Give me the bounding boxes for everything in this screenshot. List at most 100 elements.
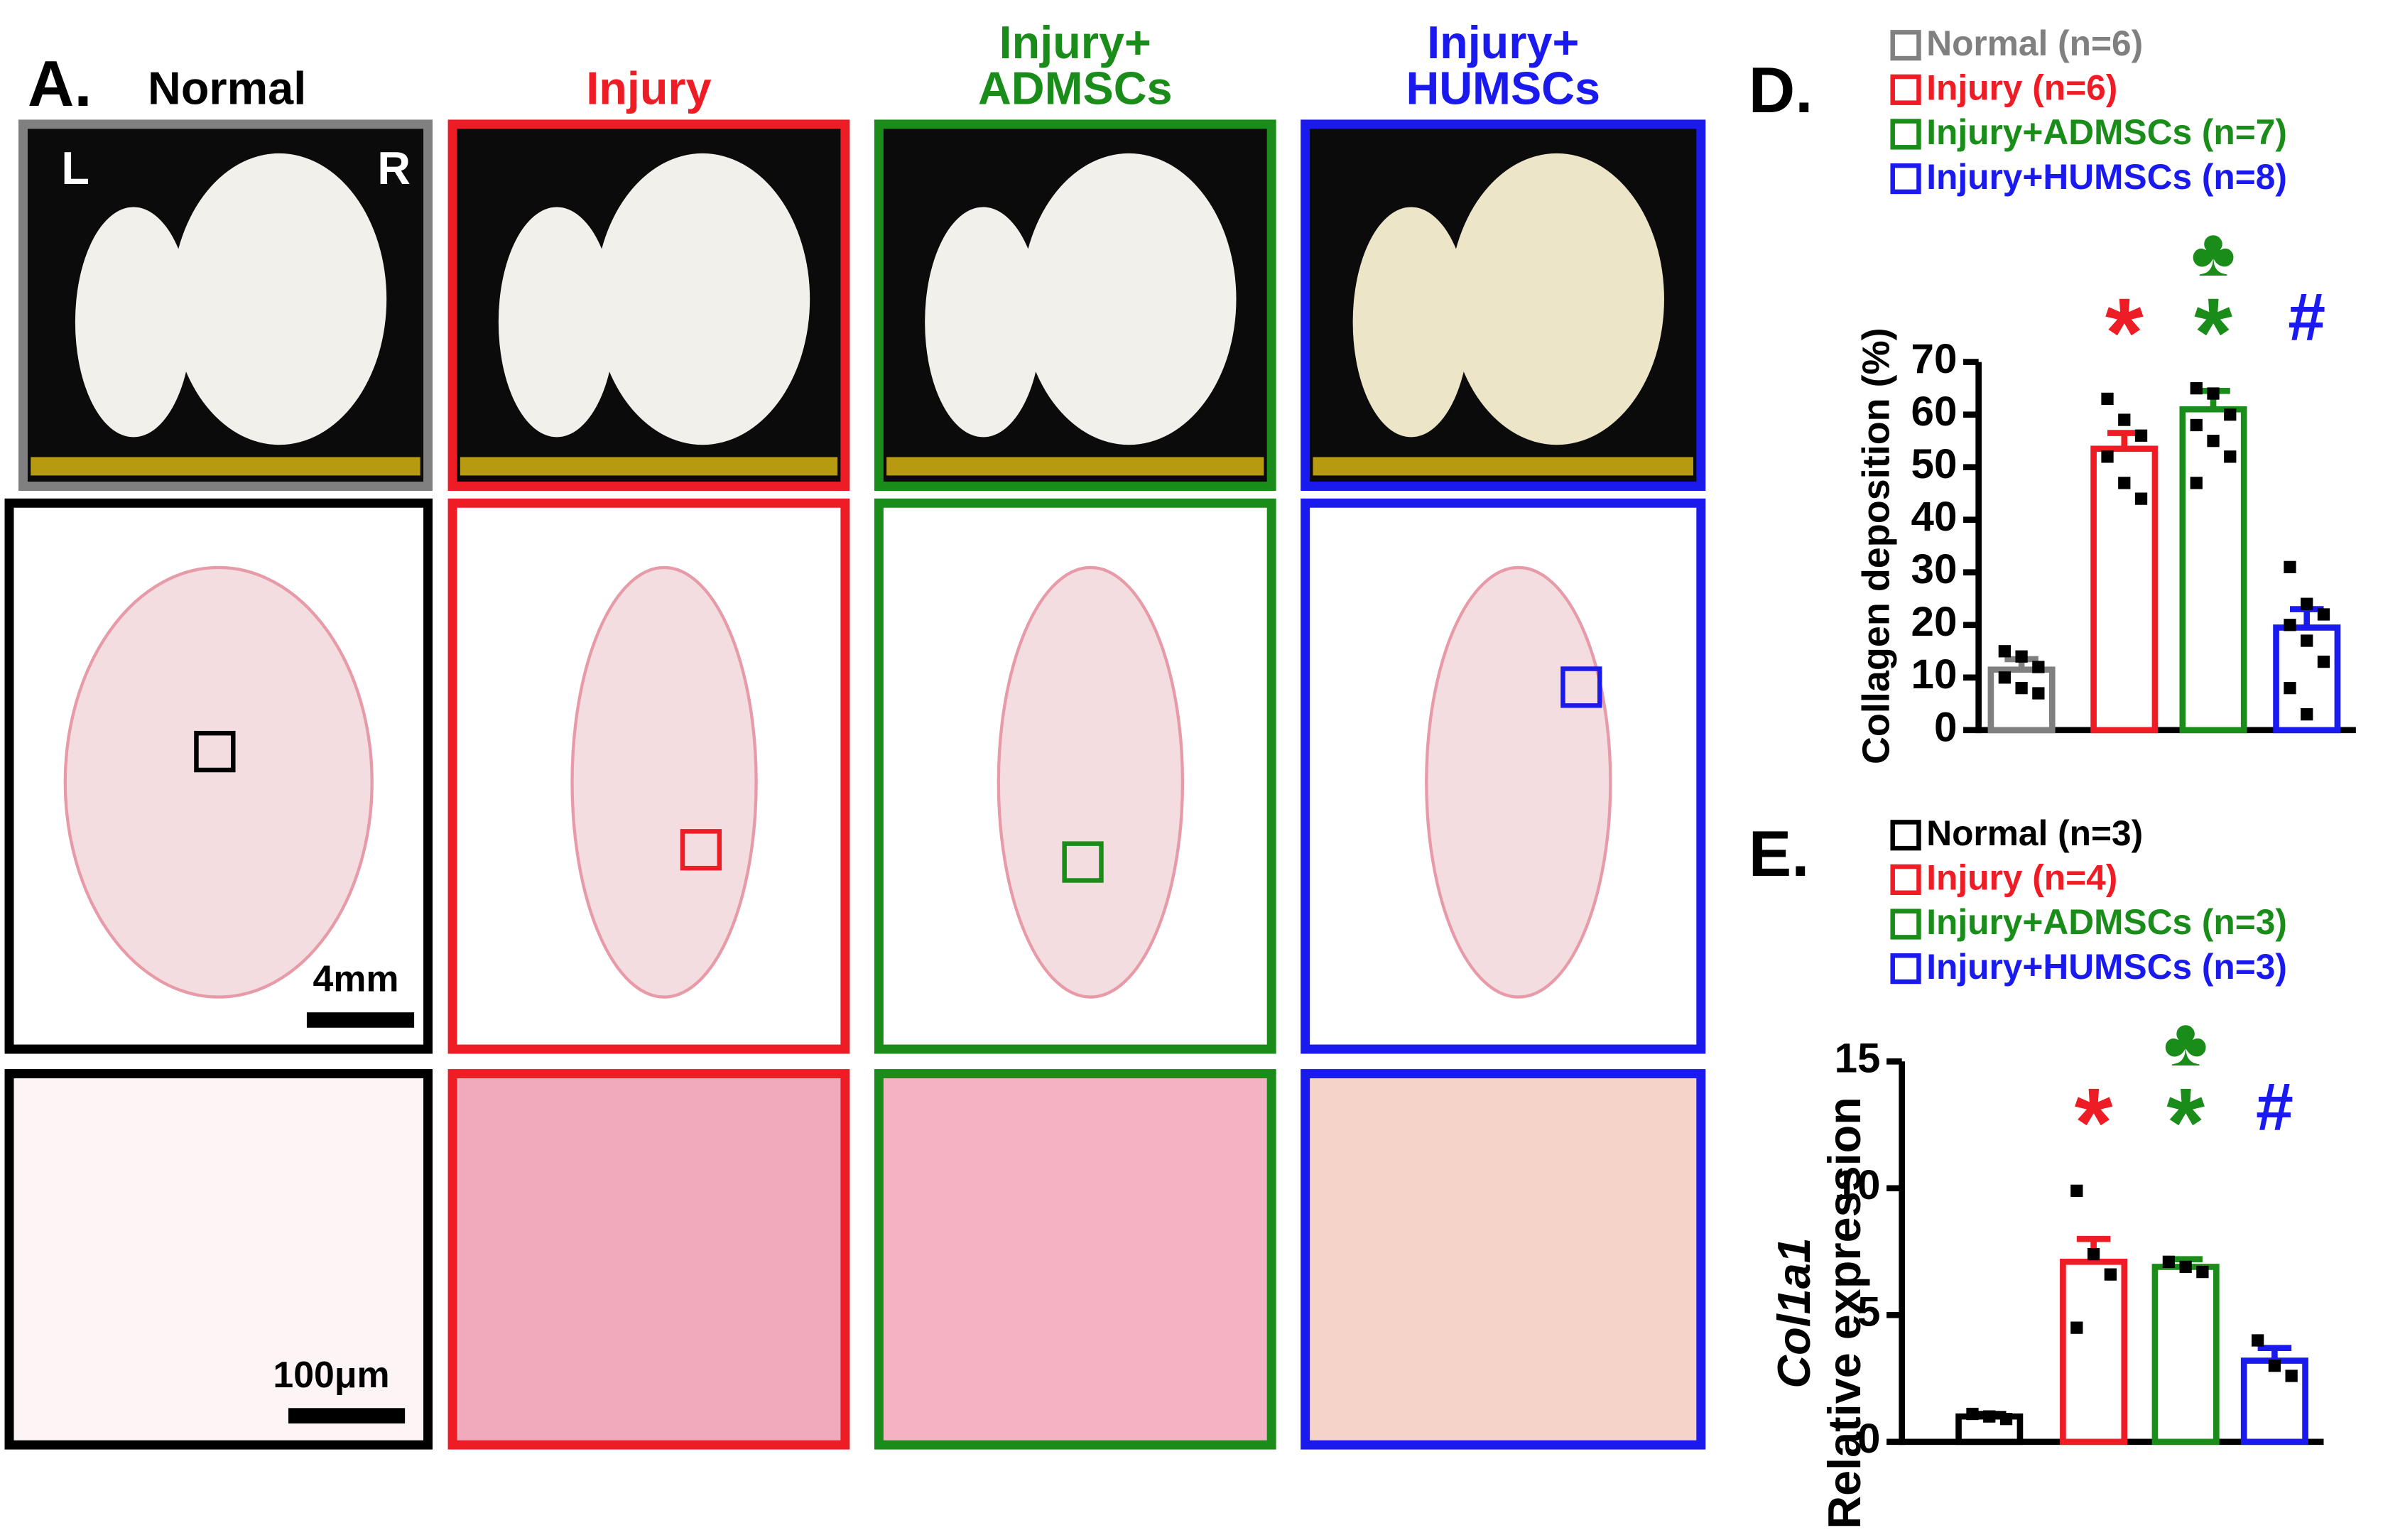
lung-section [63, 565, 374, 999]
data-point [2317, 655, 2330, 668]
scale-label: 100μm [273, 1354, 389, 1395]
data-point [2118, 477, 2131, 489]
significance-mark: # [2256, 1070, 2293, 1145]
data-point [2070, 1321, 2083, 1334]
zoom-box [680, 829, 722, 871]
column-header: Normal [148, 63, 306, 114]
data-point [2301, 634, 2313, 647]
micrograph [1301, 1069, 1706, 1450]
ruler [460, 457, 838, 476]
data-point [2284, 560, 2296, 573]
column-header: HUMSCs [1406, 63, 1600, 114]
y-tick-label: 15 [1835, 1036, 1881, 1082]
legend-swatch [1890, 119, 1921, 150]
data-point [2101, 392, 2114, 406]
legend-label: Injury (n=6) [1926, 68, 2117, 108]
legend-label: Normal (n=3) [1926, 813, 2143, 853]
y-tick-label: 60 [1911, 389, 1958, 435]
data-point [2032, 687, 2045, 700]
data-point [2015, 681, 2028, 695]
scale-bar [306, 1012, 415, 1028]
panel-letter: D. [1749, 55, 1813, 126]
left-lung [1352, 207, 1470, 438]
significance-mark: * [2194, 278, 2232, 388]
left-lung [75, 207, 192, 438]
zoom-box [1560, 666, 1602, 708]
column-header: ADMSCs [978, 63, 1172, 114]
photo-label: L [61, 142, 89, 194]
significance-mark: ♣ [2164, 1005, 2208, 1080]
significance-mark: * [2075, 1068, 2113, 1178]
ruler [1313, 457, 1693, 476]
y-tick-label: 0 [1934, 704, 1957, 750]
data-point [2224, 450, 2237, 463]
zoom-box [194, 730, 236, 773]
data-point [2190, 381, 2203, 395]
data-point [1966, 1407, 1979, 1421]
right-lung [1021, 153, 1237, 445]
data-point [2284, 619, 2296, 631]
y-tick-label: 40 [1911, 494, 1958, 540]
legend-label: Injury+ADMSCs (n=7) [1926, 112, 2287, 152]
data-point [2317, 608, 2330, 621]
legend-swatch [1890, 74, 1921, 105]
bar [2060, 1259, 2128, 1446]
column-header: Injury+ [999, 16, 1151, 68]
legend-swatch [1890, 820, 1921, 851]
legend-swatch [1890, 864, 1921, 895]
panel-letter: E. [1749, 818, 1810, 890]
data-point [2284, 681, 2296, 695]
legend-swatch [1890, 163, 1921, 195]
data-point [2190, 477, 2203, 489]
lung-section [1425, 565, 1612, 999]
data-point [2252, 1334, 2264, 1347]
legend-label: Injury+HUMSCs (n=8) [1926, 157, 2287, 197]
data-point [1998, 645, 2011, 658]
y-tick-label: 20 [1911, 599, 1958, 645]
data-point [2134, 429, 2148, 442]
y-axis-label: Col1a1 [1768, 1237, 1820, 1388]
left-lung [925, 207, 1042, 438]
legend-label: Injury+ADMSCs (n=3) [1926, 902, 2287, 942]
micrograph [447, 1069, 850, 1450]
significance-mark: * [2166, 1068, 2205, 1178]
right-lung [171, 153, 387, 445]
scale-label: 4mm [313, 958, 399, 999]
panel-letter: A. [28, 48, 92, 120]
micrograph [4, 1069, 433, 1450]
y-tick-label: 10 [1911, 651, 1958, 698]
data-point [2207, 435, 2220, 448]
data-point [2285, 1370, 2298, 1382]
data-point [2268, 1360, 2281, 1372]
legend-swatch [1890, 909, 1921, 940]
data-point [2104, 1268, 2117, 1281]
significance-mark: * [2105, 278, 2144, 388]
y-axis-label: Collagen deposition (%) [1855, 327, 1898, 764]
data-point [1983, 1410, 1996, 1423]
y-tick-label: 70 [1911, 336, 1958, 382]
data-point [2087, 1247, 2100, 1261]
column-header: Injury [586, 63, 711, 114]
data-point [1999, 1413, 2013, 1426]
legend-label: Normal (n=6) [1926, 23, 2143, 63]
error-bar [2257, 1345, 2292, 1361]
left-lung [498, 207, 615, 438]
data-point [2301, 597, 2313, 610]
data-point [2162, 1255, 2176, 1268]
y-tick-label: 30 [1911, 546, 1958, 592]
right-lung [1449, 153, 1664, 445]
y-tick-label: 0 [1857, 1416, 1880, 1462]
significance-mark: # [2288, 280, 2325, 355]
data-point [2301, 708, 2313, 721]
legend-label: Injury (n=4) [1926, 858, 2117, 898]
data-point [2070, 1184, 2083, 1197]
data-point [2015, 650, 2028, 663]
bar [2151, 1264, 2220, 1446]
data-point [2032, 661, 2045, 673]
data-point [2207, 387, 2220, 400]
y-tick-label: 10 [1835, 1162, 1881, 1208]
y-tick-label: 50 [1911, 441, 1958, 487]
ruler [886, 457, 1264, 476]
zoom-box [1062, 841, 1104, 883]
